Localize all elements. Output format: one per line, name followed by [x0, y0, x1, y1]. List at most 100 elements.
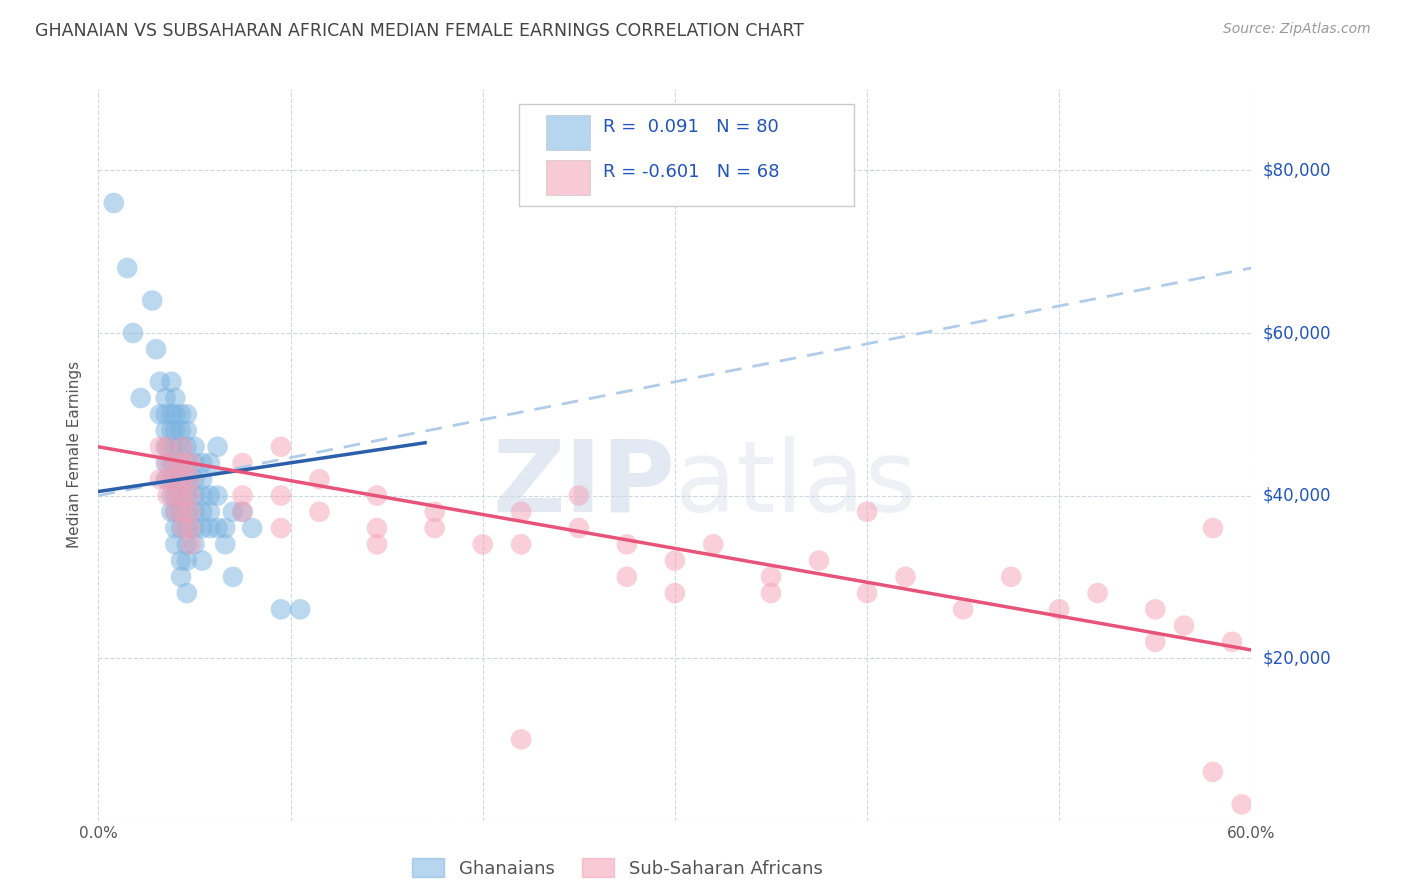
Point — [616, 570, 638, 584]
Point — [183, 505, 205, 519]
Text: atlas: atlas — [675, 435, 917, 533]
Point — [165, 456, 187, 470]
Point — [165, 489, 187, 503]
Point — [270, 602, 292, 616]
Point — [183, 489, 205, 503]
Point — [308, 505, 330, 519]
Point — [231, 505, 254, 519]
Point — [172, 505, 194, 519]
Point — [155, 440, 177, 454]
Point — [160, 505, 183, 519]
Point — [240, 521, 263, 535]
Point — [191, 472, 214, 486]
Point — [176, 537, 198, 551]
Point — [160, 456, 183, 470]
Point — [160, 375, 183, 389]
FancyBboxPatch shape — [546, 160, 589, 195]
Point — [170, 456, 193, 470]
Text: Source: ZipAtlas.com: Source: ZipAtlas.com — [1223, 22, 1371, 37]
Point — [155, 456, 177, 470]
Point — [176, 440, 198, 454]
FancyBboxPatch shape — [546, 115, 589, 150]
Point — [1220, 635, 1243, 649]
Point — [207, 440, 229, 454]
Point — [165, 537, 187, 551]
Point — [1173, 618, 1195, 632]
Text: $40,000: $40,000 — [1263, 486, 1331, 505]
Point — [214, 521, 236, 535]
Point — [155, 472, 177, 486]
Point — [270, 440, 292, 454]
Point — [702, 537, 724, 551]
Point — [231, 489, 254, 503]
Point — [165, 456, 187, 470]
Point — [165, 472, 187, 486]
Point — [231, 505, 254, 519]
Point — [856, 586, 879, 600]
Text: R = -0.601   N = 68: R = -0.601 N = 68 — [603, 163, 780, 181]
Point — [170, 570, 193, 584]
Text: $60,000: $60,000 — [1263, 324, 1331, 342]
Point — [160, 424, 183, 438]
Point — [180, 472, 202, 486]
Point — [1144, 635, 1167, 649]
Point — [170, 553, 193, 567]
Point — [160, 407, 183, 421]
Point — [165, 391, 187, 405]
Point — [170, 424, 193, 438]
Point — [510, 537, 533, 551]
Point — [207, 521, 229, 535]
Point — [1230, 797, 1253, 812]
Point — [510, 505, 533, 519]
Text: $20,000: $20,000 — [1263, 649, 1331, 667]
Point — [270, 521, 292, 535]
Point — [155, 407, 177, 421]
Point — [160, 440, 183, 454]
Point — [176, 472, 198, 486]
Text: R =  0.091   N = 80: R = 0.091 N = 80 — [603, 119, 779, 136]
Point — [149, 472, 172, 486]
Point — [172, 472, 194, 486]
Point — [180, 505, 202, 519]
Point — [180, 456, 202, 470]
Point — [172, 521, 194, 535]
Point — [270, 489, 292, 503]
Point — [180, 489, 202, 503]
Point — [155, 424, 177, 438]
Point — [176, 407, 198, 421]
Point — [170, 407, 193, 421]
Point — [183, 521, 205, 535]
Point — [198, 489, 221, 503]
Point — [616, 537, 638, 551]
Point — [856, 505, 879, 519]
Legend: Ghanaians, Sub-Saharan Africans: Ghanaians, Sub-Saharan Africans — [405, 851, 830, 885]
Point — [170, 440, 193, 454]
Point — [129, 391, 152, 405]
Point — [423, 521, 446, 535]
Point — [1047, 602, 1070, 616]
Point — [183, 537, 205, 551]
Point — [366, 537, 388, 551]
Point — [183, 456, 205, 470]
Point — [176, 489, 198, 503]
Point — [103, 196, 125, 211]
Point — [191, 456, 214, 470]
Point — [149, 375, 172, 389]
Point — [170, 521, 193, 535]
Point — [366, 521, 388, 535]
Point — [172, 489, 194, 503]
Point — [145, 343, 167, 357]
Point — [176, 521, 198, 535]
Point — [214, 537, 236, 551]
Point — [165, 472, 187, 486]
Point — [759, 570, 782, 584]
Point — [290, 602, 312, 616]
Point — [308, 472, 330, 486]
Point — [165, 505, 187, 519]
Point — [156, 456, 179, 470]
Point — [170, 472, 193, 486]
Point — [165, 440, 187, 454]
Point — [1000, 570, 1022, 584]
Text: GHANAIAN VS SUBSAHARAN AFRICAN MEDIAN FEMALE EARNINGS CORRELATION CHART: GHANAIAN VS SUBSAHARAN AFRICAN MEDIAN FE… — [35, 22, 804, 40]
Point — [894, 570, 917, 584]
